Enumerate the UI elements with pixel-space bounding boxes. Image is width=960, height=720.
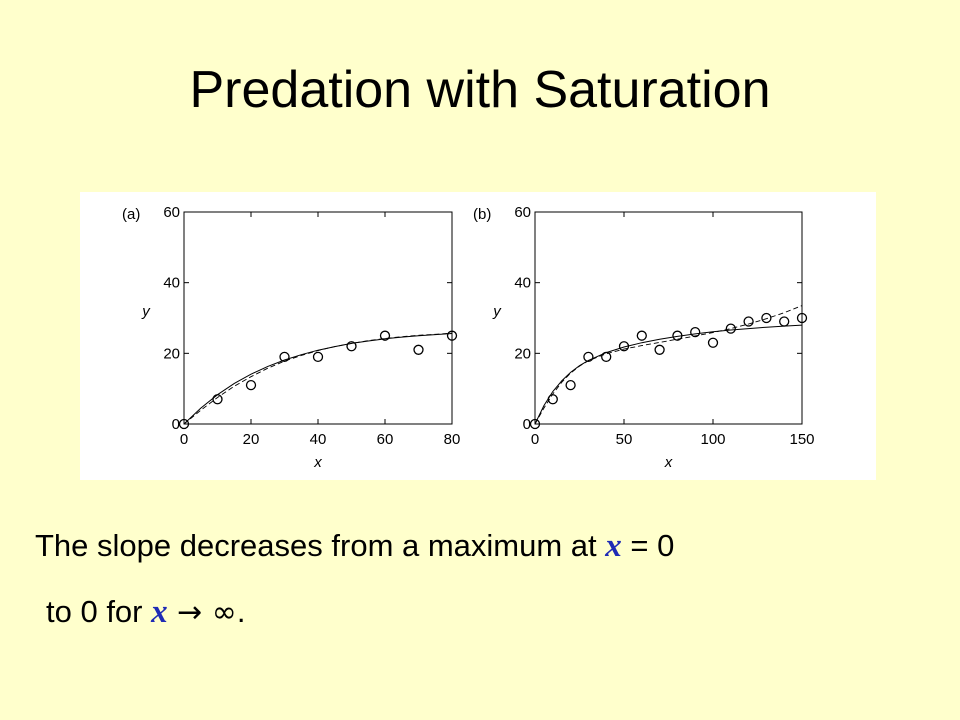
chart-panel-1: 0 20 40 60 0 20 40 60 80 x y (a) xyxy=(122,204,460,471)
data-point xyxy=(725,323,736,334)
y-tick-label: 20 xyxy=(163,345,180,362)
data-point xyxy=(212,394,223,405)
y-tick-label: 0 xyxy=(172,416,180,433)
slide-title: Predation with Saturation xyxy=(189,61,771,119)
data-point xyxy=(245,379,257,391)
caption-text-1: The slope decreases from a maximum at xyxy=(35,528,606,563)
data-point xyxy=(618,341,630,352)
x-axis-label: x xyxy=(313,454,322,471)
data-point xyxy=(672,330,683,341)
panel-label: (b) xyxy=(473,206,491,223)
panel-label: (a) xyxy=(122,206,140,223)
caption-equals-zero: = 0 xyxy=(621,528,675,563)
data-point xyxy=(796,312,808,324)
data-point xyxy=(279,351,290,363)
data-point xyxy=(446,330,458,341)
y-tick-label: 40 xyxy=(163,275,180,292)
x-tick-label: 20 xyxy=(243,431,260,448)
x-tick-label: 80 xyxy=(444,431,461,448)
y-tick-label: 0 xyxy=(523,416,531,433)
y-axis-label: y xyxy=(141,303,151,320)
data-point xyxy=(413,344,424,355)
fit-curve-dashed xyxy=(534,305,803,425)
x-axis-label: x xyxy=(664,454,673,471)
x-tick-label: 0 xyxy=(180,431,188,448)
data-point xyxy=(690,326,701,338)
data-point xyxy=(312,351,324,363)
caption-text-2: to 0 for xyxy=(46,594,152,629)
plot-frame xyxy=(534,211,803,425)
data-point xyxy=(743,316,754,327)
data-point xyxy=(636,330,647,341)
data-point xyxy=(654,344,665,355)
figure-panel: 0 20 40 60 0 20 40 60 80 x y (a) 0 20 40 60 0 50 100 150 x y (… xyxy=(80,192,876,480)
x-tick-label: 0 xyxy=(531,431,539,448)
y-tick-label: 40 xyxy=(514,275,531,292)
caption-period: . xyxy=(236,594,246,629)
caption-line-1: The slope decreases from a maximum at x … xyxy=(35,530,674,563)
fit-curve-solid xyxy=(534,324,803,425)
arrow-symbol: → xyxy=(167,595,212,630)
fit-curve-solid xyxy=(183,333,453,425)
x-tick-label: 40 xyxy=(310,431,327,448)
data-point xyxy=(547,394,558,405)
fit-curve-dashed xyxy=(183,332,453,425)
x-tick-label: 60 xyxy=(377,431,394,448)
y-tick-label: 60 xyxy=(163,204,180,221)
data-point xyxy=(601,351,612,363)
data-point xyxy=(779,316,790,327)
caption-math-x: x xyxy=(605,528,622,564)
data-point xyxy=(178,418,190,430)
x-tick-label: 100 xyxy=(700,431,725,448)
y-tick-label: 20 xyxy=(514,345,531,362)
caption-line-2: to 0 for x → ∞. xyxy=(46,596,245,629)
x-tick-label: 150 xyxy=(789,431,814,448)
data-point xyxy=(761,312,772,324)
y-axis-label: y xyxy=(492,303,502,320)
data-point xyxy=(346,341,357,352)
data-point xyxy=(565,379,576,391)
caption-math-x-2: x xyxy=(151,594,168,630)
chart-panel-2: 0 20 40 60 0 50 100 150 x y (b) xyxy=(473,204,815,471)
data-point xyxy=(529,418,541,430)
data-point xyxy=(707,337,719,348)
plot-frame xyxy=(183,211,453,425)
x-tick-label: 50 xyxy=(616,431,633,448)
data-point xyxy=(583,351,594,363)
infinity-symbol: ∞ xyxy=(211,595,237,630)
saturation-charts: 0 20 40 60 0 20 40 60 80 x y (a) 0 20 40 60 0 50 100 150 x y (… xyxy=(122,204,815,471)
y-tick-label: 60 xyxy=(514,204,531,221)
data-point xyxy=(379,330,391,341)
